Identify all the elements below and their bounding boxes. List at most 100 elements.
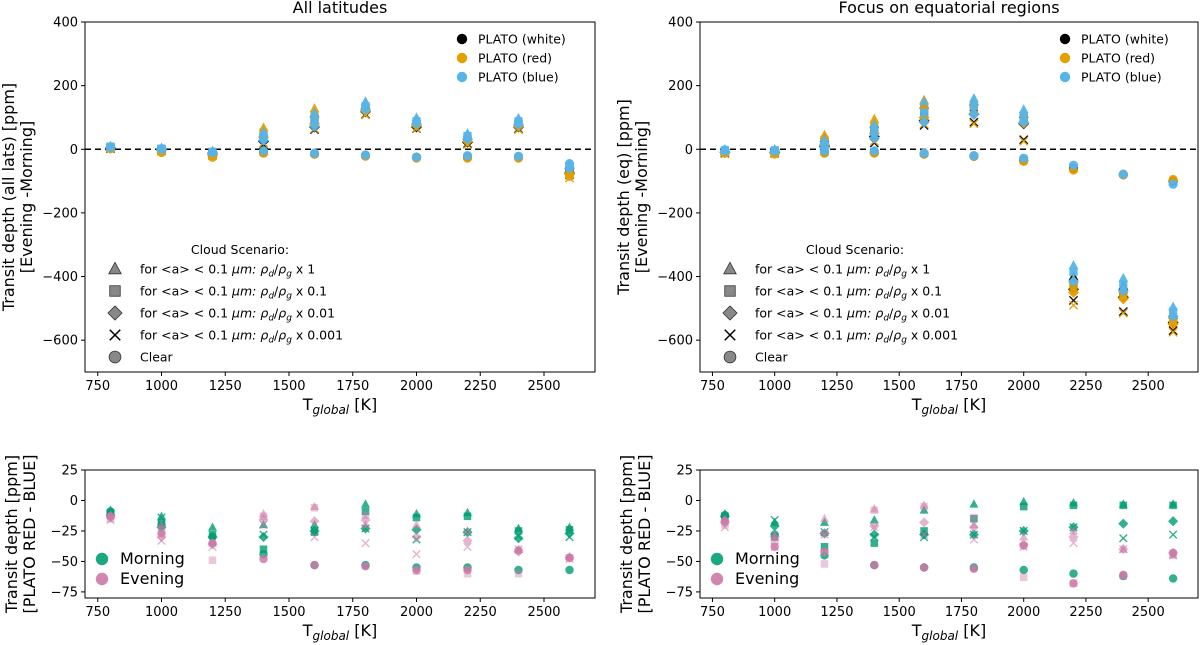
legend-label: Evening (120, 569, 184, 588)
data-point (207, 147, 218, 157)
cloud-legend-label: for <a> < 0.1 μm: ρd/ρg x 0.01 (140, 306, 335, 324)
data-point (969, 499, 979, 508)
cloud-legend-part: for <a> < 0.1 (755, 328, 847, 343)
data-point (970, 513, 978, 522)
legend-label: PLATO (red) (478, 51, 552, 66)
data-point (1069, 538, 1078, 548)
data-point (820, 543, 829, 551)
y-tick-label: −600 (657, 334, 693, 349)
data-point (919, 96, 929, 106)
cloud-legend-part: for <a> < 0.1 (140, 284, 232, 299)
x-tick-label: 2250 (464, 605, 497, 620)
x-tick-label: 2500 (1132, 605, 1165, 620)
data-point (565, 532, 574, 542)
legend-marker (710, 552, 724, 566)
cloud-legend-part: x 0.01 (292, 306, 335, 321)
x-axis-label-unit: [K] (958, 395, 986, 414)
data-point (870, 127, 879, 136)
cloud-legend-part: for <a> < 0.1 (755, 262, 847, 277)
data-point (258, 514, 269, 526)
cloud-legend-part: g (286, 314, 292, 324)
legend-label: PLATO (blue) (478, 70, 559, 85)
cloud-legend-part: / (889, 306, 894, 321)
cloud-legend-label: for <a> < 0.1 μm: ρd/ρg x 0.001 (755, 328, 958, 346)
series-blue-square (106, 102, 574, 171)
data-point (968, 108, 980, 120)
series-morning-x (720, 513, 1178, 543)
y-tick-label: −50 (51, 555, 78, 570)
x-tick-label: 1000 (145, 605, 178, 620)
y-axis-label: Transit depth (all lats) [ppm] (0, 83, 18, 312)
data-point (1019, 136, 1029, 146)
series-white-circle (720, 147, 1178, 186)
cloud-legend-part: ρ (875, 306, 883, 321)
cloud-legend-part: d (883, 314, 889, 324)
data-point (770, 515, 779, 525)
x-tick-label: 2500 (527, 379, 560, 394)
series-blue-triangle (105, 96, 575, 168)
cloud-legend-part: ρ (260, 262, 268, 277)
cloud-legend-part: d (268, 270, 274, 280)
data-point (309, 501, 320, 511)
data-point (1019, 135, 1029, 145)
series-white-x (105, 109, 575, 180)
data-point (1068, 286, 1079, 298)
cloud-legend-part: / (274, 306, 279, 321)
x-tick-label: 2000 (400, 379, 433, 394)
data-point (259, 520, 268, 530)
series-morning-triangle (720, 496, 1178, 526)
band-legend: PLATO (white) PLATO (red) PLATO (blue) (1059, 32, 1169, 85)
legend-marker (95, 572, 109, 586)
data-point (565, 565, 574, 575)
x-axis-label-sub: global (922, 629, 959, 643)
x-tick-label: 2250 (1069, 605, 1102, 620)
data-point (769, 531, 780, 543)
y-tick-label: 400 (668, 16, 693, 31)
legend-marker (710, 572, 724, 586)
cloud-legend-part: μm: (846, 262, 875, 277)
data-point (1019, 532, 1029, 541)
data-point (310, 504, 319, 512)
data-point (1168, 574, 1178, 583)
y-axis-label: [Evening -Morning] (17, 121, 36, 273)
cloud-legend-part: ρ (893, 306, 901, 321)
data-point (920, 108, 929, 117)
series-morning-diamond (105, 510, 575, 544)
data-point (919, 532, 929, 542)
y-tick-label: 0 (685, 143, 693, 158)
data-point (1069, 579, 1078, 588)
data-point (1119, 544, 1128, 554)
axes-frame (699, 469, 1199, 599)
cloud-legend-marker (109, 285, 121, 297)
legend-label: Evening (735, 569, 799, 588)
data-point (868, 132, 880, 144)
data-point (310, 560, 319, 570)
data-point (1069, 267, 1078, 276)
data-point (411, 118, 422, 130)
cloud-legend-part: μm: (846, 328, 875, 343)
data-point (1118, 169, 1128, 179)
x-axis-label: Tglobal [K] (911, 621, 986, 643)
cloud-legend-label: Clear (755, 350, 789, 365)
data-point (1069, 569, 1078, 578)
data-point (770, 542, 779, 552)
cloud-legend-part: for <a> < 0.1 (140, 328, 232, 343)
data-point (360, 150, 371, 160)
cloud-legend-part: d (883, 336, 889, 346)
y-tick-label: −25 (666, 524, 693, 539)
data-point (1068, 160, 1079, 170)
data-point (105, 142, 116, 152)
data-point (869, 521, 880, 532)
cloud-legend-part: g (901, 292, 907, 302)
data-point (1019, 111, 1028, 120)
series-red-square (106, 103, 574, 177)
legend-label: PLATO (white) (478, 32, 566, 47)
cloud-legend-part: for <a> < 0.1 (755, 306, 847, 321)
data-point (462, 535, 473, 546)
data-point (870, 532, 879, 542)
data-point (513, 151, 524, 161)
cloud-legend-part: x 0.001 (292, 328, 343, 343)
band-legend: PLATO (white) PLATO (red) PLATO (blue) (456, 32, 566, 85)
data-point (820, 530, 829, 539)
data-point (1019, 541, 1028, 550)
